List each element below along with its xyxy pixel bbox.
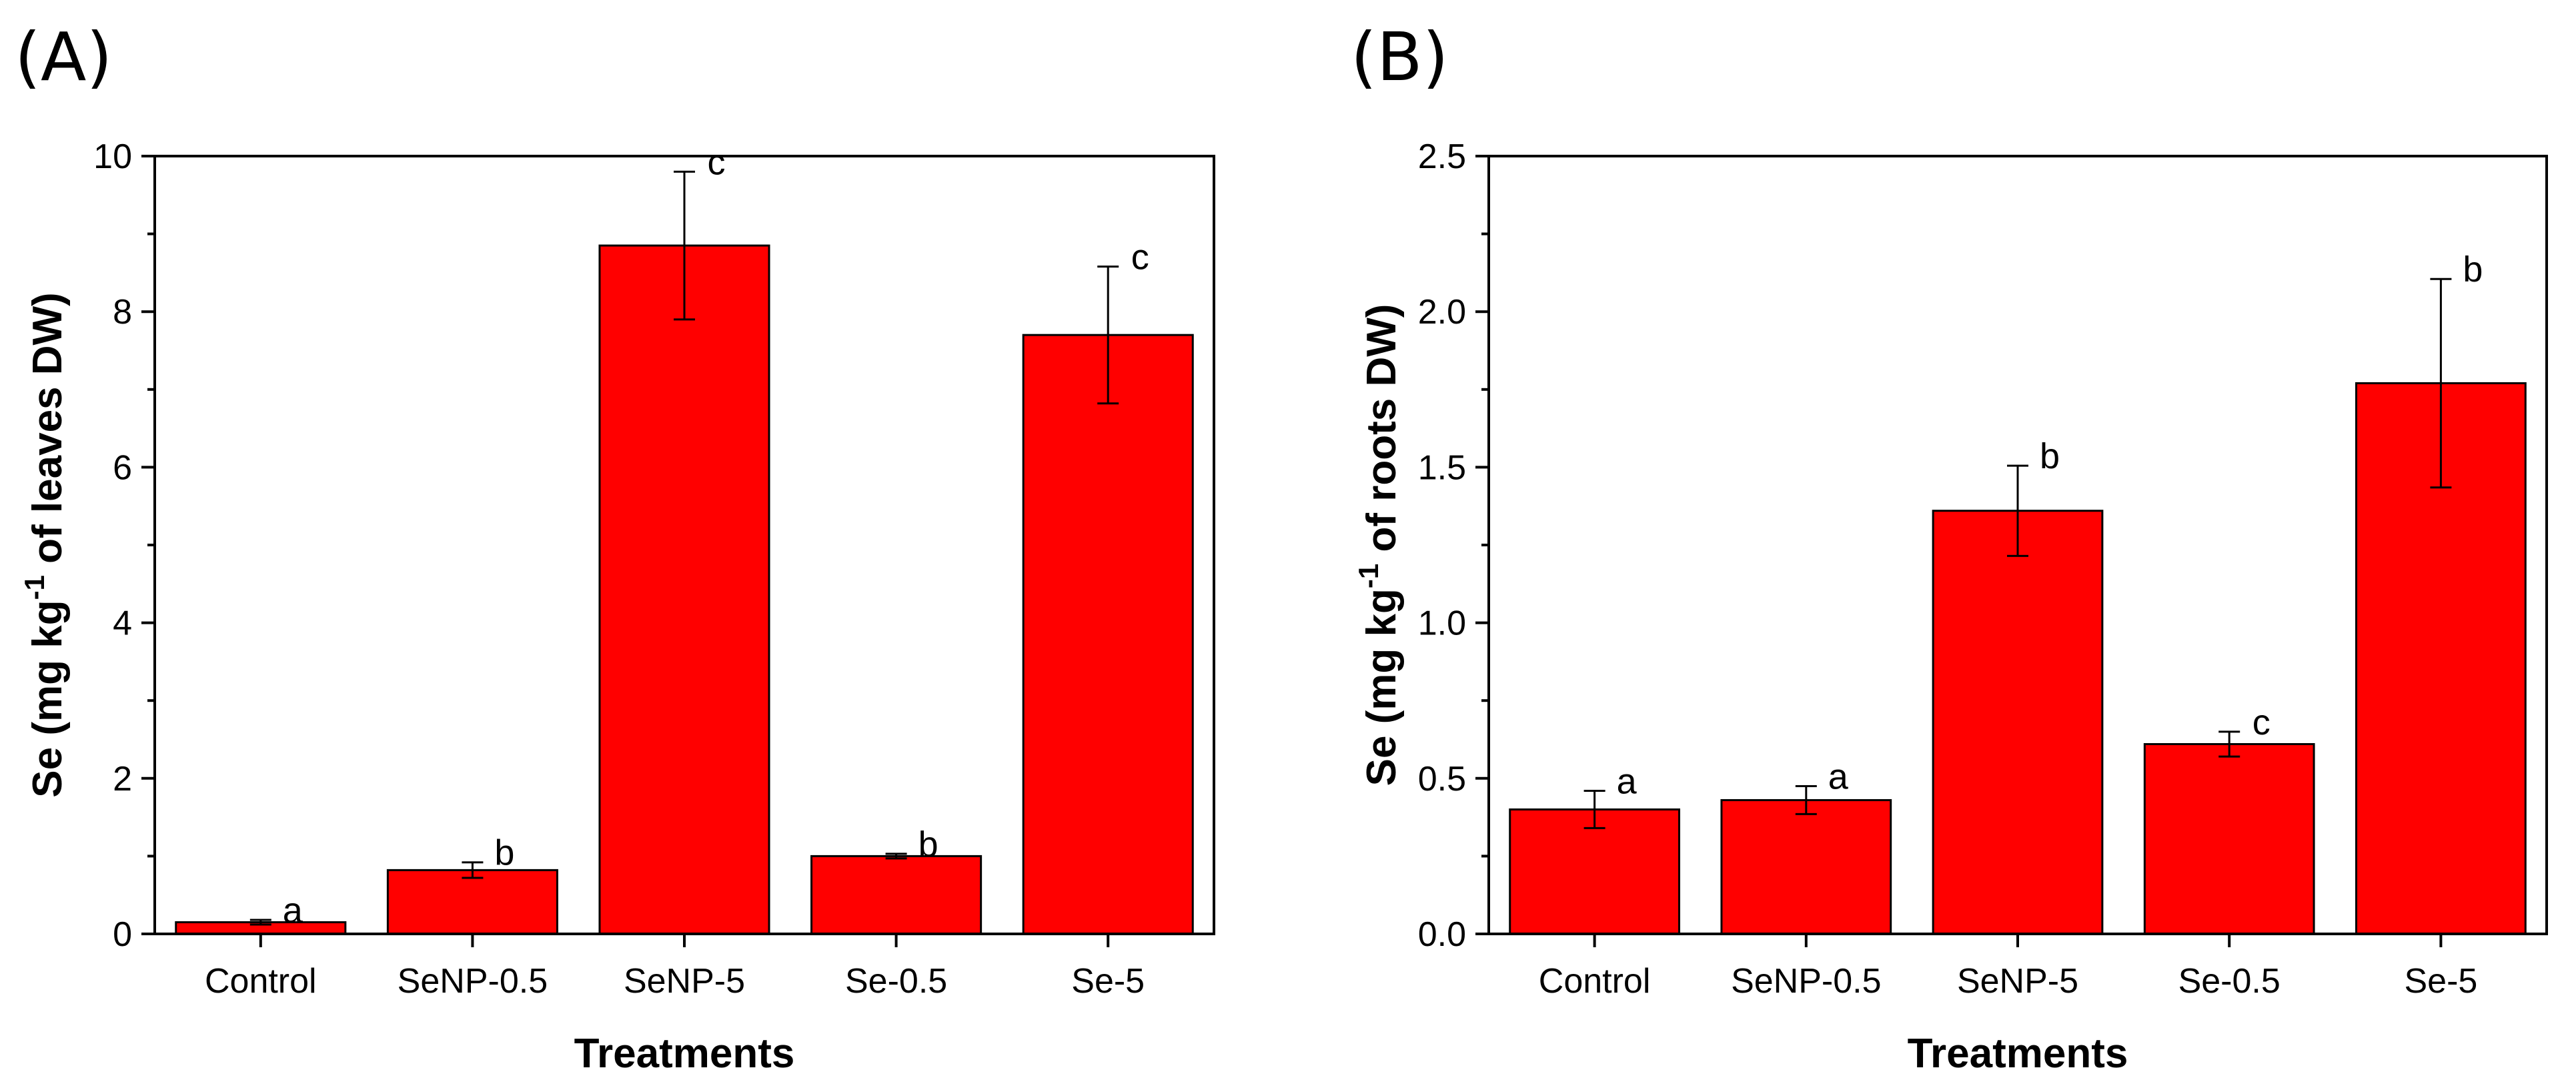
significance-label-b-0: a bbox=[1617, 761, 1638, 801]
significance-label-a-1: b bbox=[494, 833, 514, 873]
panel-a: (A) a b c b c Control SeNP-0.5 SeNP-5 Se-0.5 Se-… bbox=[15, 18, 1215, 1077]
significance-label-a-0: a bbox=[283, 891, 303, 931]
bar-b-3 bbox=[2143, 742, 2315, 935]
bars-b: a a b c b bbox=[1509, 249, 2527, 935]
y-axis-title-b-post: of roots DW) bbox=[1359, 304, 1405, 564]
x-tick-label-b-0: Control bbox=[1539, 962, 1651, 1001]
y-tick-label-b-0: 0.0 bbox=[1418, 915, 1466, 954]
error-bar-a-3 bbox=[885, 853, 907, 860]
y-tick-label-a-3: 6 bbox=[113, 448, 132, 487]
error-bar-b-2 bbox=[2007, 464, 2028, 557]
error-bar-b-1 bbox=[1795, 784, 1817, 815]
y-tick-label-a-2: 4 bbox=[113, 604, 132, 643]
bar-a-3 bbox=[810, 855, 983, 935]
error-bar-a-2 bbox=[674, 170, 695, 321]
error-bar-b-4 bbox=[2430, 278, 2452, 489]
significance-label-b-4: b bbox=[2463, 249, 2483, 290]
panel-b: (B) a a b c b Control SeNP-0.5 SeNP-5 Se-0.5 Se-… bbox=[1351, 18, 2548, 1077]
significance-label-b-1: a bbox=[1828, 756, 1849, 796]
x-tick-label-b-4: Se-5 bbox=[2404, 962, 2477, 1001]
y-tick-label-a-0: 0 bbox=[113, 915, 132, 954]
significance-label-b-2: b bbox=[2040, 436, 2060, 476]
bar-a-1 bbox=[386, 869, 558, 935]
error-bar-a-0 bbox=[249, 919, 271, 926]
bars-a: a b c b c bbox=[175, 142, 1194, 935]
y-tick-label-a-1: 2 bbox=[113, 760, 132, 798]
y-tick-label-b-2: 1.0 bbox=[1418, 604, 1466, 643]
x-tick-label-a-2: SeNP-5 bbox=[624, 962, 745, 1001]
x-tick-label-a-1: SeNP-0.5 bbox=[398, 962, 548, 1001]
y-tick-label-b-3: 1.5 bbox=[1418, 448, 1466, 487]
bar-a-4 bbox=[1022, 334, 1194, 935]
y-axis-title-b: Se (mg kg-1 of roots DW) bbox=[1353, 304, 1405, 786]
x-axis-title-b: Treatments bbox=[1908, 1031, 2128, 1077]
x-tick-label-b-1: SeNP-0.5 bbox=[1731, 962, 1881, 1001]
x-tick-label-b-2: SeNP-5 bbox=[1957, 962, 2078, 1001]
panel-label-a: (A) bbox=[15, 18, 112, 96]
error-bar-a-4 bbox=[1097, 265, 1119, 405]
significance-label-a-2: c bbox=[708, 142, 726, 182]
y-tick-label-a-5: 10 bbox=[93, 137, 132, 176]
x-tick-label-a-4: Se-5 bbox=[1071, 962, 1145, 1001]
y-tick-label-b-4: 2.0 bbox=[1418, 293, 1466, 332]
y-axis-title-a: Se (mg kg-1 of leaves DW) bbox=[19, 292, 71, 797]
y-tick-label-b-1: 0.5 bbox=[1418, 760, 1466, 798]
y-tick-label-a-4: 8 bbox=[113, 293, 132, 332]
ticks-a: Control SeNP-0.5 SeNP-5 Se-0.5 Se-5 0 2 4 6 8 10 bbox=[93, 137, 1145, 1001]
y-axis-title-a-sup: -1 bbox=[19, 575, 50, 600]
y-axis-title-a-pre: Se (mg kg bbox=[25, 600, 71, 797]
x-tick-label-a-3: Se-0.5 bbox=[845, 962, 947, 1001]
bar-a-2 bbox=[598, 244, 770, 935]
significance-label-a-3: b bbox=[918, 825, 938, 865]
error-bar-b-3 bbox=[2218, 730, 2240, 758]
bar-b-2 bbox=[1932, 510, 2104, 935]
error-bar-a-1 bbox=[462, 861, 484, 879]
significance-label-b-3: c bbox=[2252, 702, 2271, 742]
error-bar-b-0 bbox=[1583, 789, 1605, 829]
x-tick-label-b-3: Se-0.5 bbox=[2178, 962, 2281, 1001]
panel-label-b: (B) bbox=[1351, 18, 1449, 96]
significance-label-a-4: c bbox=[1131, 237, 1149, 278]
y-axis-title-b-pre: Se (mg kg bbox=[1359, 588, 1405, 786]
y-axis-title-a-post: of leaves DW) bbox=[25, 292, 71, 575]
x-tick-label-a-0: Control bbox=[205, 962, 317, 1001]
ticks-b: Control SeNP-0.5 SeNP-5 Se-0.5 Se-5 0.0 0.5 1.0… bbox=[1418, 137, 2478, 1001]
bar-b-1 bbox=[1720, 798, 1892, 935]
y-tick-label-b-5: 2.5 bbox=[1418, 137, 1466, 176]
x-axis-title-a: Treatments bbox=[574, 1031, 795, 1077]
y-axis-title-b-sup: -1 bbox=[1353, 564, 1384, 588]
